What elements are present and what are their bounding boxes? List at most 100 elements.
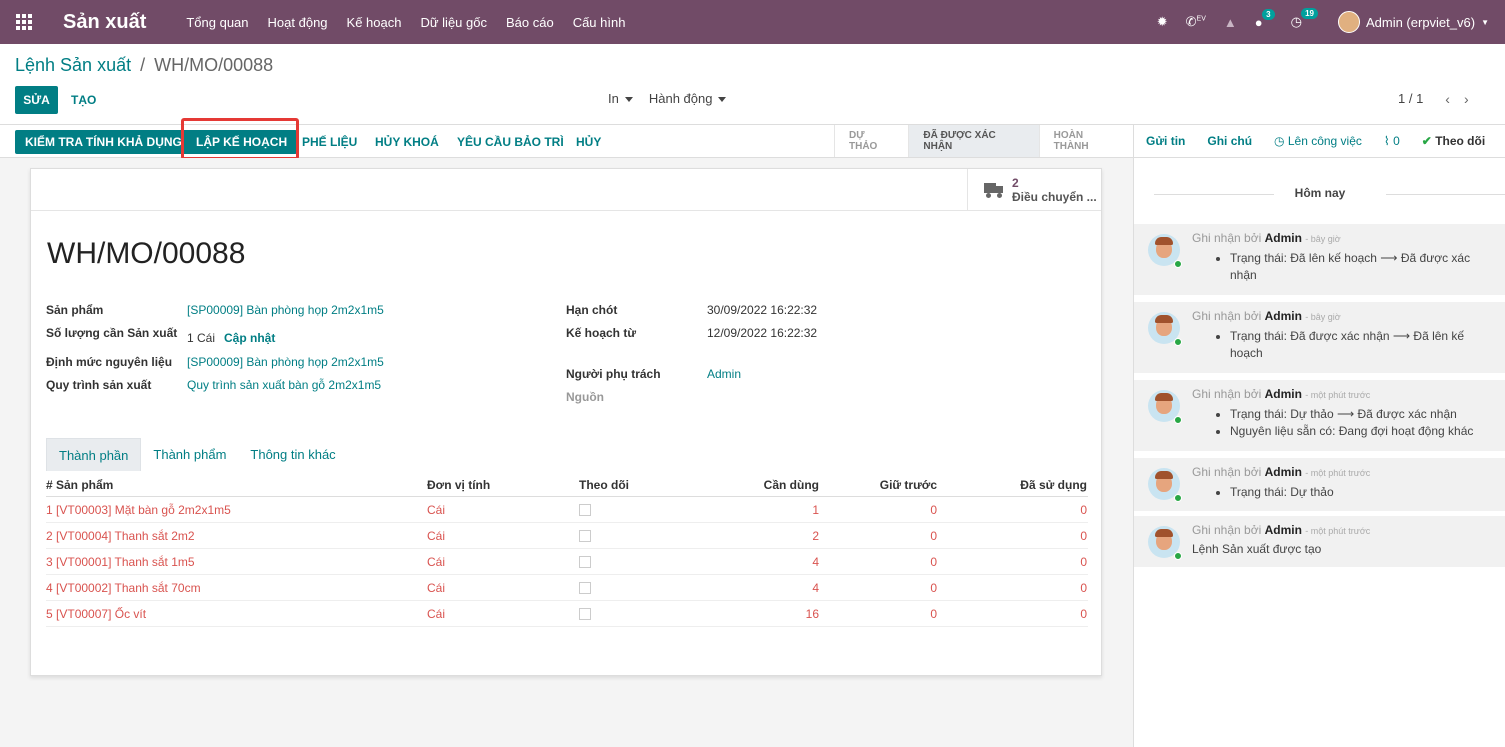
- col-consumed[interactable]: Đã sử dụng: [1020, 477, 1087, 492]
- chatter-topbar: Gửi tin Ghi chú ◷ Lên công việc ⌇ 0 ✔ Th…: [1133, 124, 1505, 158]
- tracking-checkbox[interactable]: [579, 582, 591, 595]
- activity-clock-icon[interactable]: ◷ 19: [1291, 8, 1318, 30]
- stage-draft[interactable]: DỰ THẢO: [834, 125, 908, 157]
- plan-button[interactable]: LẬP KẾ HOẠCH: [186, 130, 298, 154]
- update-qty-button[interactable]: Cập nhật: [224, 331, 276, 345]
- row-uom: Cái: [427, 502, 446, 517]
- product-label: Sản phẩm: [46, 303, 104, 317]
- breadcrumb-parent[interactable]: Lệnh Sản xuất: [15, 55, 132, 75]
- pager-value[interactable]: 1 / 1: [1398, 91, 1424, 106]
- col-to-consume[interactable]: Cần dùng: [763, 477, 819, 492]
- chatter-message: Ghi nhận bởi Admin - một phút trước Trạn…: [1134, 458, 1505, 512]
- apps-menu-icon[interactable]: [0, 0, 48, 44]
- tracking-line: Trạng thái: Dự thảo: [1230, 484, 1490, 501]
- date-separator: Hôm nay: [1134, 186, 1505, 200]
- message-prefix: Ghi nhận bởi: [1192, 465, 1262, 479]
- chatter-panel: Hôm nay Ghi nhận bởi Admin - bây giờ Trạ…: [1133, 158, 1505, 747]
- menu-operations[interactable]: Hoạt động: [267, 14, 328, 30]
- message-time: - bây giờ: [1305, 234, 1341, 244]
- tracking-checkbox[interactable]: [579, 608, 591, 621]
- tracking-line: Trạng thái: Đã lên kế hoạch ⟶ Đã được xá…: [1230, 250, 1490, 284]
- col-uom[interactable]: Đơn vị tính: [427, 477, 491, 492]
- table-row[interactable]: 5 [VT00007] Ốc vít Cái 16 0 0: [46, 601, 1088, 627]
- row-index: 4: [46, 580, 53, 595]
- message-author[interactable]: Admin: [1264, 309, 1302, 323]
- attachments-count: 0: [1393, 134, 1400, 148]
- schedule-activity-button[interactable]: ◷ Lên công việc: [1274, 134, 1362, 148]
- menu-reporting[interactable]: Báo cáo: [505, 14, 554, 30]
- tab-components[interactable]: Thành phần: [46, 438, 142, 471]
- smart-button-bar: 2 Điều chuyển ...: [31, 169, 1101, 211]
- action-menus: In Hành động: [608, 91, 726, 106]
- menu-configuration[interactable]: Cấu hình: [572, 14, 626, 30]
- user-menu[interactable]: Admin (erpviet_v6) ▼: [1337, 11, 1489, 33]
- highlight-box: [181, 118, 299, 160]
- print-dropdown[interactable]: In: [608, 91, 633, 106]
- avatar: [1148, 234, 1180, 266]
- check-availability-button[interactable]: KIỂM TRA TÍNH KHẢ DỤNG: [15, 130, 192, 154]
- follow-button[interactable]: ✔ Theo dõi: [1422, 134, 1485, 148]
- stage-confirmed[interactable]: ĐÃ ĐƯỢC XÁC NHẬN: [908, 125, 1039, 157]
- messages-icon[interactable]: ● 3: [1255, 8, 1275, 30]
- user-avatar: [1337, 11, 1360, 33]
- online-status-icon: [1174, 338, 1182, 346]
- attachments-button[interactable]: ⌇ 0: [1384, 134, 1400, 148]
- menu-planning[interactable]: Kế hoạch: [346, 14, 402, 30]
- row-consumed: 0: [1080, 502, 1087, 517]
- chevron-right-icon[interactable]: ›: [1463, 91, 1469, 107]
- scrap-button[interactable]: PHẾ LIỆU: [302, 135, 358, 149]
- chatter-message: Ghi nhận bởi Admin - một phút trước Lệnh…: [1134, 516, 1505, 568]
- cancel-button[interactable]: HỦY: [576, 135, 602, 149]
- bom-value[interactable]: [SP00009] Bàn phòng họp 2m2x1m5: [187, 355, 384, 369]
- row-uom: Cái: [427, 554, 446, 569]
- table-row[interactable]: 3 [VT00001] Thanh sắt 1m5 Cái 4 0 0: [46, 549, 1088, 575]
- product-value[interactable]: [SP00009] Bàn phòng họp 2m2x1m5: [187, 303, 384, 317]
- table-row[interactable]: 4 [VT00002] Thanh sắt 70cm Cái 4 0 0: [46, 575, 1088, 601]
- tracking-checkbox[interactable]: [579, 556, 591, 569]
- table-row[interactable]: 1 [VT00003] Mặt bàn gỗ 2m2x1m5 Cái 1 0 0: [46, 497, 1088, 523]
- tracking-line: Trạng thái: Đã được xác nhận ⟶ Đã lên kế…: [1230, 328, 1490, 362]
- source-label: Nguồn: [566, 390, 604, 404]
- col-product[interactable]: # Sản phẩm: [46, 477, 114, 492]
- action-dropdown[interactable]: Hành động: [649, 91, 727, 106]
- row-product: [VT00002] Thanh sắt 70cm: [56, 580, 201, 595]
- create-button[interactable]: TẠO: [71, 93, 97, 107]
- responsible-value[interactable]: Admin: [707, 367, 742, 381]
- phone-icon[interactable]: ✆EV: [1185, 14, 1206, 29]
- table-row[interactable]: 2 [VT00004] Thanh sắt 2m2 Cái 2 0 0: [46, 523, 1088, 549]
- transfers-label: Điều chuyển ...: [1012, 190, 1097, 204]
- stage-done[interactable]: HOÀN THÀNH: [1038, 125, 1133, 157]
- log-note-button[interactable]: Ghi chú: [1207, 134, 1253, 148]
- top-navbar: Sản xuất Tổng quan Hoạt động Kế hoạch Dữ…: [0, 0, 1505, 44]
- pager: 1 / 1 ‹ ›: [1398, 91, 1469, 107]
- tracking-checkbox[interactable]: [579, 530, 591, 543]
- menu-master-data[interactable]: Dữ liệu gốc: [420, 14, 487, 30]
- message-author[interactable]: Admin: [1264, 523, 1302, 537]
- col-tracking[interactable]: Theo dõi: [579, 477, 629, 492]
- row-uom: Cái: [427, 580, 446, 595]
- row-index: 2: [46, 528, 53, 543]
- routing-value[interactable]: Quy trình sản xuất bàn gỗ 2m2x1m5: [187, 378, 382, 392]
- maintenance-request-button[interactable]: YÊU CẦU BẢO TRÌ: [457, 135, 564, 149]
- message-author[interactable]: Admin: [1264, 387, 1302, 401]
- tab-other-info[interactable]: Thông tin khác: [250, 447, 336, 462]
- menu-overview[interactable]: Tổng quan: [186, 14, 249, 30]
- message-author[interactable]: Admin: [1264, 231, 1302, 245]
- deadline-value[interactable]: 30/09/2022 16:22:32: [707, 303, 818, 317]
- chevron-left-icon[interactable]: ‹: [1445, 91, 1450, 107]
- responsible-label: Người phụ trách: [566, 367, 661, 381]
- transfers-smart-button[interactable]: 2 Điều chuyển ...: [967, 169, 1101, 211]
- message-author[interactable]: Admin: [1264, 465, 1302, 479]
- row-index: 1: [46, 502, 53, 517]
- online-status-icon: [1174, 494, 1182, 502]
- planned-date-value[interactable]: 12/09/2022 16:22:32: [707, 326, 818, 340]
- main-menu: Tổng quan Hoạt động Kế hoạch Dữ liệu gốc…: [186, 15, 625, 30]
- edit-button[interactable]: SỬA: [15, 86, 58, 114]
- unlock-button[interactable]: HỦY KHOÁ: [375, 135, 439, 149]
- bug-icon[interactable]: ✹: [1156, 14, 1168, 29]
- col-reserved[interactable]: Giữ trước: [879, 477, 937, 492]
- bell-icon[interactable]: ▲: [1223, 14, 1237, 30]
- tab-finished-products[interactable]: Thành phẩm: [153, 447, 227, 462]
- tracking-checkbox[interactable]: [579, 504, 591, 517]
- send-message-button[interactable]: Gửi tin: [1146, 134, 1186, 148]
